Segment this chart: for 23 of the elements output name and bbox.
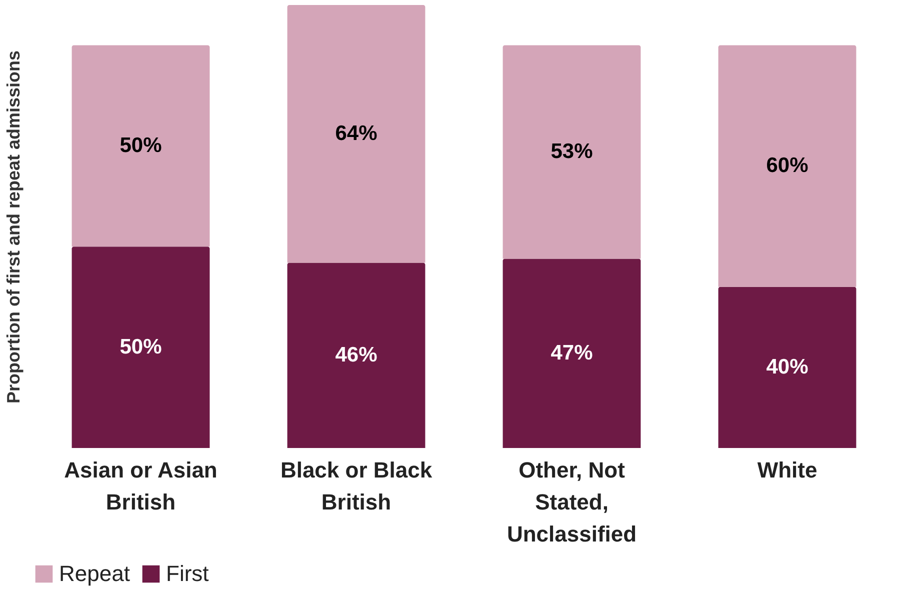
x-tick-label: Asian or Asian British	[64, 458, 218, 514]
bar	[502, 45, 641, 259]
bar	[287, 5, 426, 263]
data-label: 60%	[766, 154, 809, 178]
bar	[718, 286, 856, 448]
data-label: 50%	[120, 335, 162, 358]
bar	[72, 246, 210, 448]
data-label: 50%	[120, 134, 162, 157]
bar	[502, 258, 641, 448]
data-label: 46%	[335, 343, 378, 366]
y-axis-title: Proportion of first and repeat admissions	[4, 50, 24, 404]
x-tick-label: Other, Not Stated, Unclassified	[506, 458, 637, 546]
x-tick-label: White	[757, 458, 818, 482]
bar	[718, 45, 856, 287]
data-label: 47%	[550, 341, 594, 364]
bar	[287, 262, 426, 448]
data-label: 53%	[550, 140, 594, 163]
data-label: 40%	[766, 355, 809, 378]
legend-label: First	[166, 561, 209, 586]
bar	[72, 45, 210, 247]
legend-label: Repeat	[59, 561, 130, 586]
data-label: 64%	[335, 122, 378, 145]
x-tick-label: Black or Black British	[280, 458, 433, 514]
